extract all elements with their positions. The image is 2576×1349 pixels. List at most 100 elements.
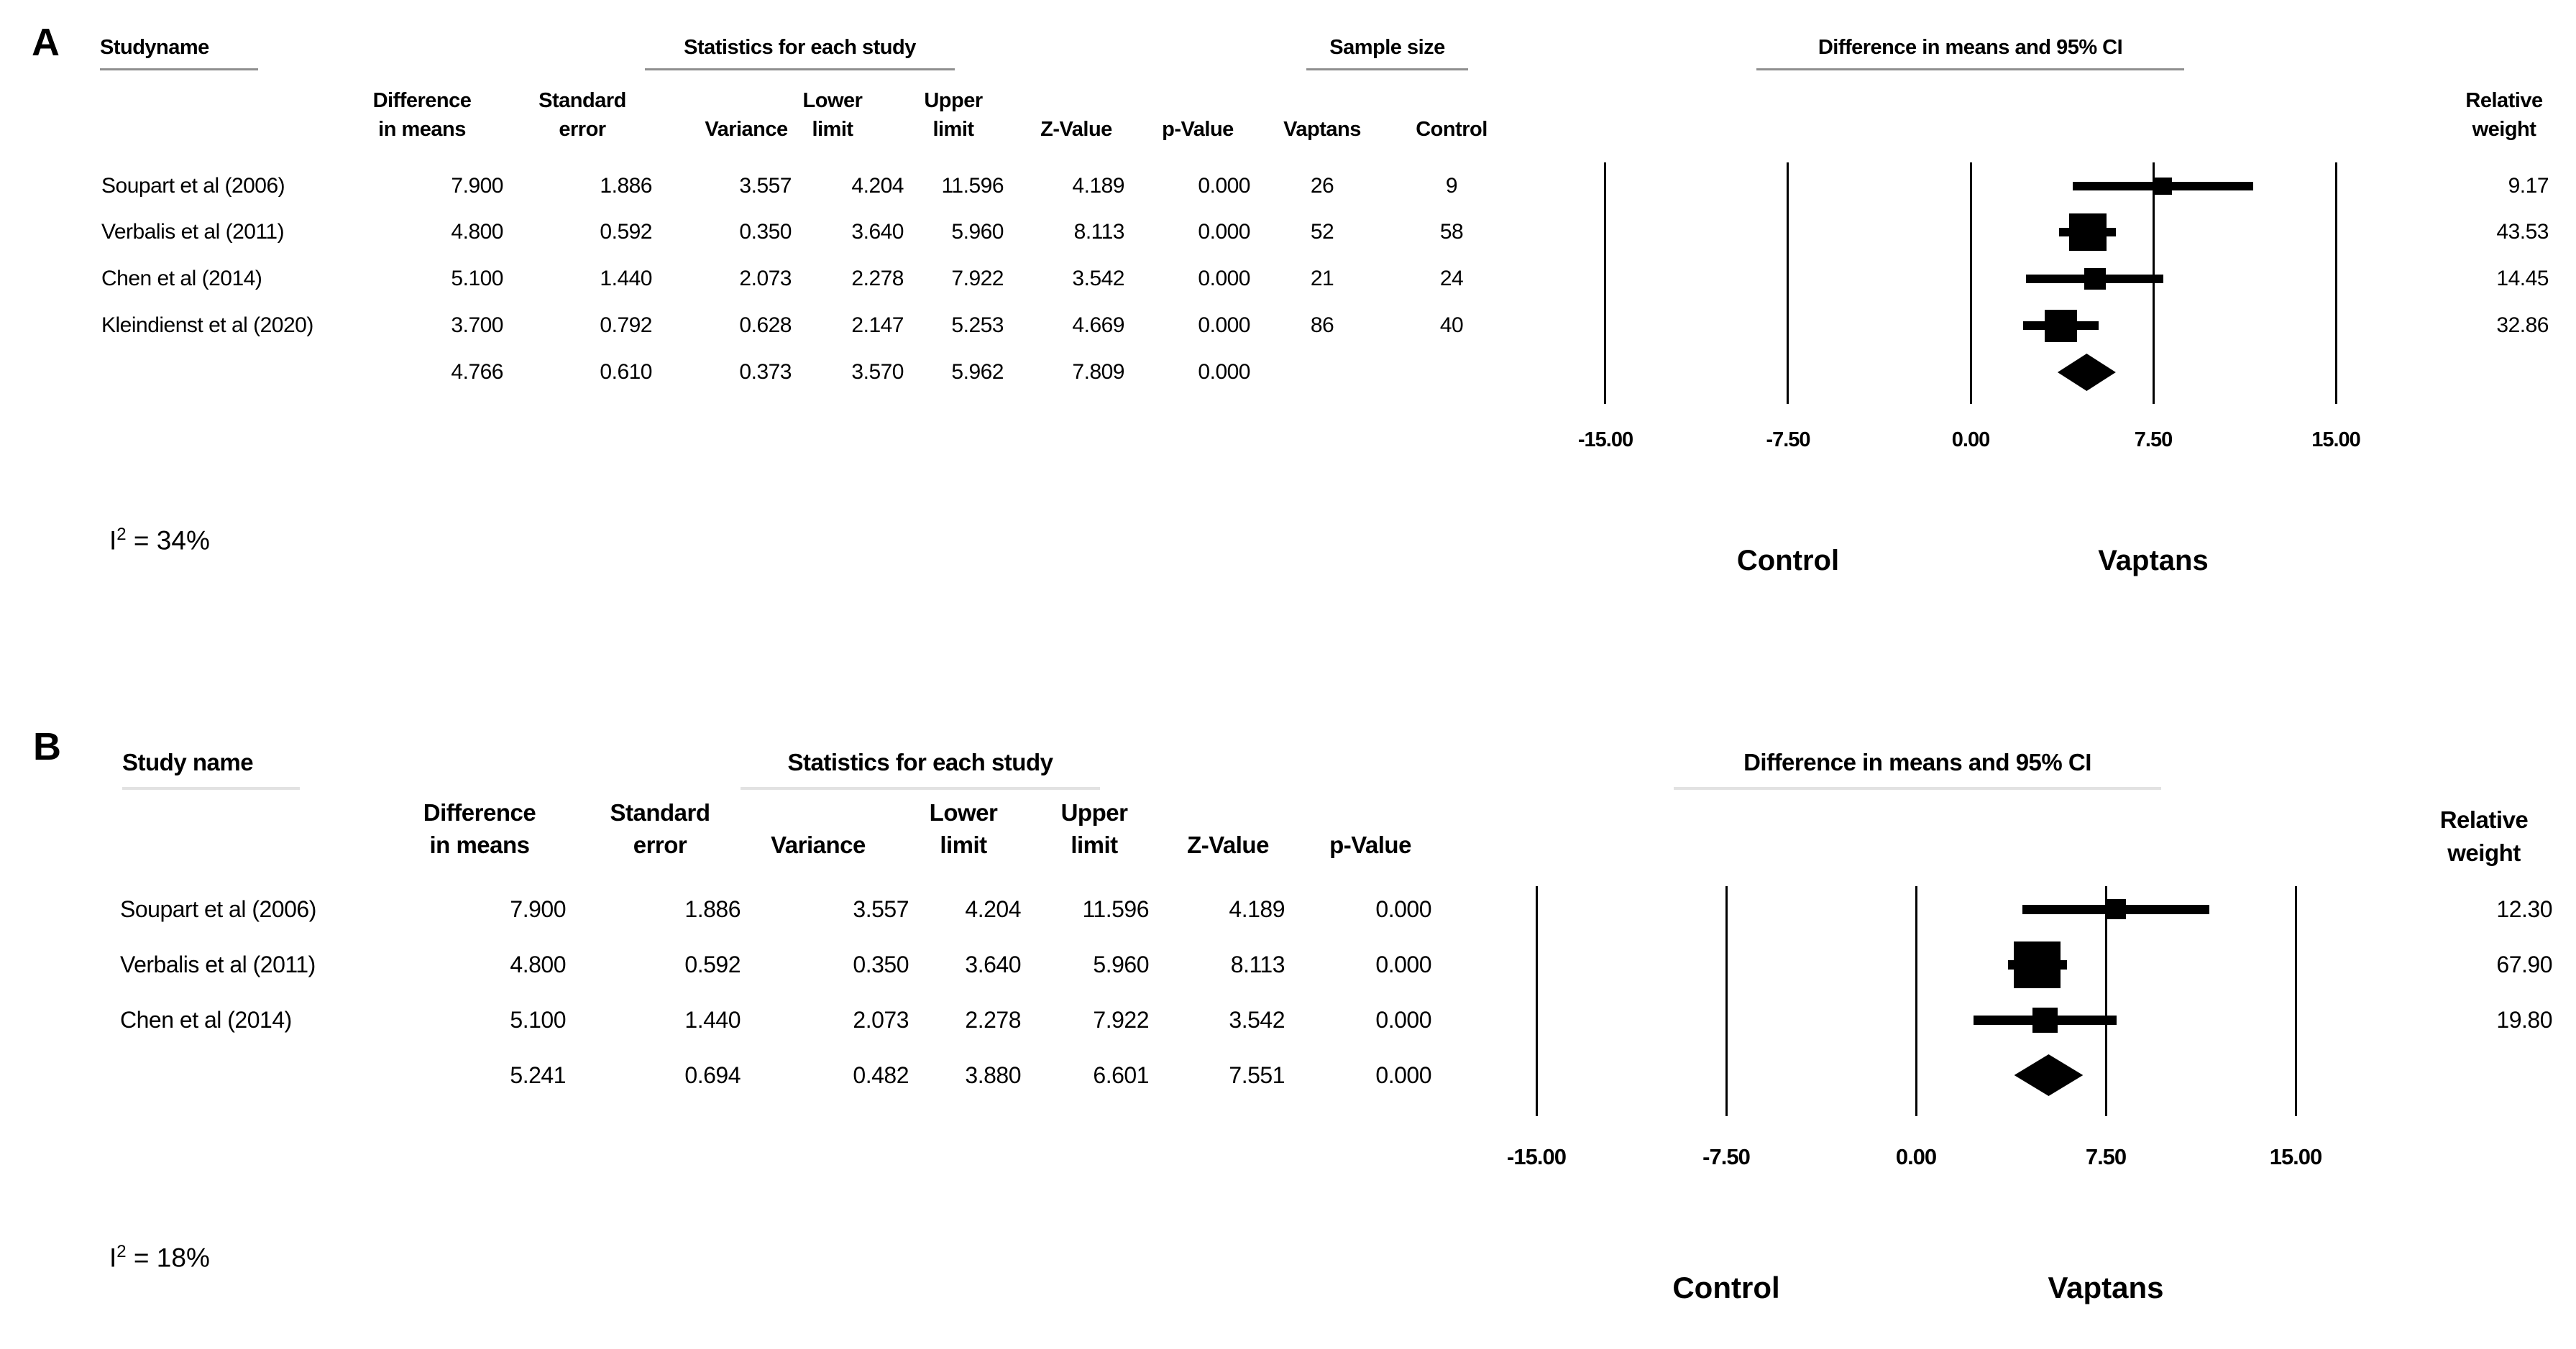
- standard-error-value: 1.440: [600, 267, 652, 290]
- axis-tick-label: 0.00: [1951, 428, 1990, 451]
- relative-weight-value: 32.86: [2496, 313, 2549, 337]
- diff-in-means-value: 7.900: [451, 174, 503, 198]
- summary-upper-limit: 6.601: [1093, 1062, 1149, 1088]
- axis-gridline: [2152, 162, 2155, 404]
- control-n-value: 40: [1439, 313, 1464, 337]
- z-value: 4.669: [1072, 313, 1124, 337]
- col-header-stderr-line1: Standard: [538, 89, 626, 112]
- lower-limit-value: 3.640: [851, 220, 904, 244]
- mean-marker: [2014, 941, 2061, 988]
- summary-variance: 0.482: [853, 1062, 909, 1088]
- axis-tick-label: 15.00: [2269, 1144, 2323, 1169]
- axis-gridline: [2104, 886, 2107, 1116]
- col-header-pvalue: p-Value: [1162, 118, 1234, 141]
- diff-in-means-value: 4.800: [510, 952, 566, 977]
- variance-value: 2.073: [739, 267, 792, 290]
- heterogeneity-statistic: I2 = 18%: [109, 1242, 210, 1273]
- axis-tick-label: 7.50: [2085, 1144, 2127, 1169]
- panel-a-study-name-header: Studyname: [100, 33, 258, 70]
- axis-tick-label: -7.50: [1702, 1144, 1751, 1169]
- summary-p-value: 0.000: [1198, 360, 1250, 384]
- vaptans-n-value: 52: [1310, 220, 1334, 244]
- lower-limit-value: 2.278: [965, 1007, 1021, 1033]
- variance-value: 0.350: [853, 952, 909, 977]
- mean-marker: [2068, 213, 2107, 251]
- col-header-difference-line2: in means: [429, 832, 530, 858]
- p-value: 0.000: [1375, 952, 1431, 977]
- relative-weight-value: 67.90: [2496, 952, 2552, 977]
- axis-gridline: [1535, 886, 1538, 1116]
- summary-diamond: [2057, 354, 2116, 391]
- summary-diff-in-means: 5.241: [510, 1062, 566, 1088]
- p-value: 0.000: [1198, 313, 1250, 337]
- standard-error-value: 0.592: [600, 220, 652, 244]
- col-header-lower-line2: limit: [940, 832, 987, 858]
- mean-marker: [2106, 899, 2127, 919]
- study-name: Chen et al (2014): [101, 267, 262, 290]
- col-header-upper-line2: limit: [1071, 832, 1118, 858]
- col-header-difference-line2: in means: [378, 118, 466, 141]
- standard-error-value: 0.792: [600, 313, 652, 337]
- summary-standard-error: 0.694: [684, 1062, 741, 1088]
- col-header-stderr-line1: Standard: [610, 799, 710, 826]
- standard-error-value: 1.886: [600, 174, 652, 198]
- col-header-lower-line1: Lower: [929, 799, 998, 826]
- study-name: Soupart et al (2006): [101, 174, 285, 198]
- axis-gridline: [1725, 886, 1728, 1116]
- col-header-variance: Variance: [771, 832, 866, 858]
- upper-limit-value: 5.960: [951, 220, 1004, 244]
- diff-in-means-value: 5.100: [510, 1007, 566, 1033]
- mean-marker: [2032, 1007, 2058, 1033]
- standard-error-value: 1.440: [684, 1007, 741, 1033]
- col-header-difference-line1: Difference: [372, 89, 472, 112]
- mean-marker: [2044, 309, 2077, 342]
- summary-lower-limit: 3.880: [965, 1062, 1021, 1088]
- diff-in-means-value: 5.100: [451, 267, 503, 290]
- col-header-difference-line1: Difference: [423, 799, 536, 826]
- lower-limit-value: 2.278: [851, 267, 904, 290]
- summary-diamond: [2014, 1054, 2084, 1096]
- z-value: 4.189: [1229, 896, 1285, 922]
- summary-z-value: 7.551: [1229, 1062, 1285, 1088]
- summary-z-value: 7.809: [1072, 360, 1124, 384]
- p-value: 0.000: [1375, 896, 1431, 922]
- upper-limit-value: 11.596: [941, 174, 1004, 198]
- vaptans-n-value: 26: [1310, 174, 1334, 198]
- axis-label-vaptans: Vaptans: [2048, 1271, 2164, 1304]
- axis-tick-label: 0.00: [1895, 1144, 1937, 1169]
- variance-value: 0.628: [739, 313, 792, 337]
- heterogeneity-statistic: I2 = 34%: [109, 525, 210, 556]
- axis-gridline: [1787, 162, 1789, 404]
- axis-gridline: [1969, 162, 1972, 404]
- study-name: Verbalis et al (2011): [101, 220, 285, 244]
- panel-b-label: B: [33, 725, 61, 768]
- relative-weight-value: 14.45: [2496, 267, 2549, 290]
- panel-a-sample-size-header: Sample size: [1306, 33, 1468, 70]
- col-header-stderr-line2: error: [559, 118, 606, 141]
- variance-value: 0.350: [739, 220, 792, 244]
- col-header-relative-weight-line2: weight: [2472, 118, 2536, 141]
- lower-limit-value: 4.204: [965, 896, 1021, 922]
- study-name: Chen et al (2014): [120, 1007, 292, 1033]
- axis-tick-label: 15.00: [2311, 428, 2361, 451]
- col-header-variance: Variance: [705, 118, 788, 141]
- upper-limit-value: 5.960: [1093, 952, 1149, 977]
- axis-label-vaptans: Vaptans: [2098, 545, 2209, 576]
- panel-a-label: A: [32, 21, 60, 64]
- summary-p-value: 0.000: [1375, 1062, 1431, 1088]
- upper-limit-value: 11.596: [1082, 896, 1150, 922]
- axis-tick-label: -7.50: [1766, 428, 1810, 451]
- panel-b-statistics-header: Statistics for each study: [741, 746, 1100, 790]
- control-n-value: 24: [1439, 267, 1464, 290]
- col-header-upper-line1: Upper: [1060, 799, 1128, 826]
- lower-limit-value: 4.204: [851, 174, 904, 198]
- z-value: 4.189: [1072, 174, 1124, 198]
- relative-weight-value: 9.17: [2508, 174, 2549, 198]
- axis-tick-label: -15.00: [1577, 428, 1633, 451]
- upper-limit-value: 5.253: [951, 313, 1004, 337]
- mean-marker: [2154, 178, 2172, 195]
- mean-marker: [2084, 268, 2106, 290]
- z-value: 3.542: [1229, 1007, 1285, 1033]
- summary-variance: 0.373: [739, 360, 792, 384]
- panel-b-study-name-header: Study name: [122, 746, 300, 790]
